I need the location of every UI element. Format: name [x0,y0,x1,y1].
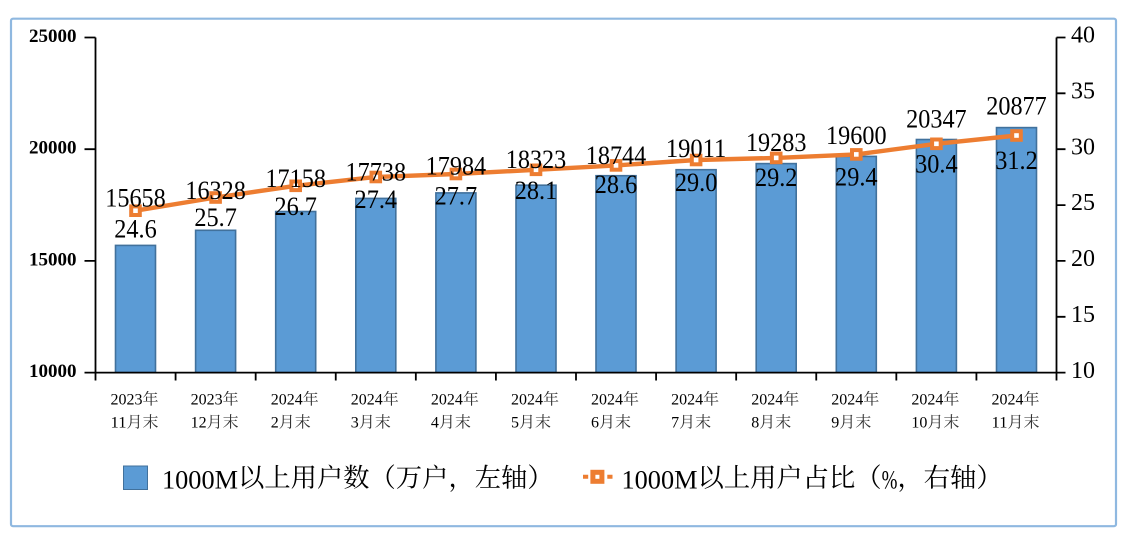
svg-text:2024: 2024 [911,392,943,409]
svg-text:2024: 2024 [751,392,783,409]
svg-text:10000: 10000 [29,361,77,382]
svg-text:2023: 2023 [191,392,223,409]
svg-text:12: 12 [191,415,207,432]
svg-text:20877: 20877 [986,92,1047,121]
svg-text:29.0: 29.0 [675,168,718,197]
svg-text:8: 8 [751,415,759,432]
svg-text:20000: 20000 [29,138,77,159]
svg-text:2023: 2023 [111,392,143,409]
svg-text:11: 11 [992,415,1008,432]
svg-text:28.6: 28.6 [595,170,638,199]
svg-text:2024: 2024 [591,392,623,409]
svg-text:15000: 15000 [29,249,77,270]
svg-text:18744: 18744 [586,141,647,170]
svg-text:27.4: 27.4 [355,185,398,214]
svg-text:19600: 19600 [826,121,887,150]
svg-text:30: 30 [1071,134,1095,160]
svg-text:26.7: 26.7 [274,192,317,221]
svg-text:19011: 19011 [666,134,727,163]
svg-text:17158: 17158 [265,164,326,193]
svg-text:20347: 20347 [906,105,967,134]
svg-text:10: 10 [911,415,927,432]
svg-text:3: 3 [351,415,359,432]
svg-text:%: % [882,466,898,495]
svg-text:2024: 2024 [431,392,463,409]
svg-text:11: 11 [111,415,127,432]
svg-text:2024: 2024 [351,392,383,409]
svg-text:25.7: 25.7 [194,203,237,232]
svg-text:29.4: 29.4 [835,163,878,192]
svg-text:24.6: 24.6 [114,215,157,244]
svg-text:25: 25 [1071,190,1095,216]
svg-text:17738: 17738 [346,157,407,186]
svg-text:15658: 15658 [105,183,166,212]
svg-text:2024: 2024 [511,392,543,409]
svg-text:6: 6 [591,415,599,432]
svg-text:40: 40 [1071,23,1095,49]
svg-text:2024: 2024 [831,392,863,409]
svg-text:7: 7 [671,415,679,432]
svg-text:30.4: 30.4 [915,149,958,178]
svg-text:16328: 16328 [185,176,246,205]
svg-text:2024: 2024 [271,392,303,409]
svg-text:15: 15 [1071,302,1095,328]
svg-text:2: 2 [271,415,279,432]
svg-text:1000M: 1000M [622,466,698,495]
svg-text:20: 20 [1071,246,1095,272]
svg-text:29.2: 29.2 [755,163,798,192]
svg-text:31.2: 31.2 [995,146,1038,175]
svg-text:35: 35 [1071,79,1095,105]
svg-text:25000: 25000 [29,26,77,47]
svg-text:19283: 19283 [746,128,807,157]
svg-text:27.7: 27.7 [435,182,478,211]
svg-text:2024: 2024 [992,392,1024,409]
svg-text:2024: 2024 [671,392,703,409]
svg-text:17984: 17984 [426,151,487,180]
svg-text:28.1: 28.1 [515,176,558,205]
svg-text:10: 10 [1071,358,1095,384]
svg-text:9: 9 [831,415,839,432]
svg-text:18323: 18323 [506,145,567,174]
svg-text:4: 4 [431,415,439,432]
svg-text:1000M: 1000M [162,466,238,495]
svg-text:5: 5 [511,415,519,432]
